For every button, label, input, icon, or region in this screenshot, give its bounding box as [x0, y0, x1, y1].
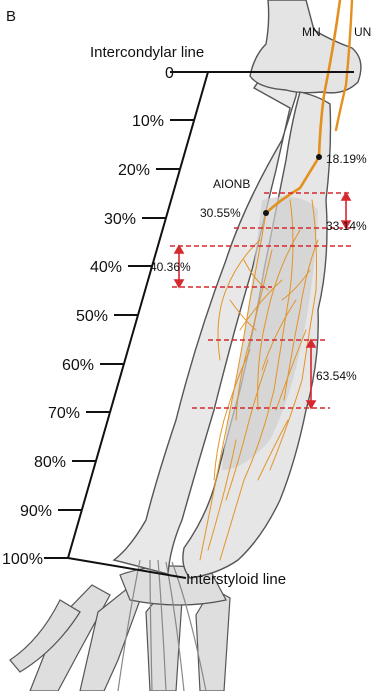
interstyloid-line-label: Interstyloid line — [186, 571, 286, 588]
tick-label-10: 10% — [132, 113, 164, 130]
tick-label-80: 80% — [34, 454, 66, 471]
panel-label: B — [6, 8, 16, 25]
tick-label-0: 0 — [165, 65, 174, 82]
branch-point-b — [263, 210, 269, 216]
span-c-label: 63.54% — [316, 369, 357, 383]
interosseous-membrane — [222, 196, 318, 470]
tick-label-90: 90% — [20, 503, 52, 520]
branch-point-a — [316, 154, 322, 160]
span-b-label: 40.36% — [150, 260, 191, 274]
span-a-label: 33.14% — [326, 219, 367, 233]
scale-labels: 0 10% 20% 30% 40% 50% 60% 70% 80% 90% 10… — [2, 65, 174, 568]
measurement-lines — [170, 192, 354, 409]
span-arrows — [173, 191, 352, 410]
tick-label-20: 20% — [118, 162, 150, 179]
wrist-tendons — [117, 559, 207, 691]
median-nerve — [264, 0, 342, 215]
nerve-branches — [199, 199, 319, 561]
tick-label-60: 60% — [62, 357, 94, 374]
ulnar-nerve — [334, 0, 354, 132]
un-label: UN — [354, 25, 371, 39]
branch-label: AIONB — [213, 177, 250, 191]
radius-bone — [112, 71, 298, 575]
interstyloid-line — [67, 557, 187, 579]
hand-bones — [9, 565, 231, 691]
point-a-label: 18.19% — [326, 152, 367, 166]
mn-label: MN — [302, 25, 321, 39]
intercondylar-line-label: Intercondylar line — [90, 44, 204, 61]
humerus-distal — [249, 0, 362, 94]
tick-label-40: 40% — [90, 259, 122, 276]
tick-label-70: 70% — [48, 405, 80, 422]
tick-label-50: 50% — [76, 308, 108, 325]
tick-label-30: 30% — [104, 211, 136, 228]
percentage-scale — [44, 71, 354, 579]
tick-label-100: 100% — [2, 551, 43, 568]
point-b-label: 30.55% — [200, 206, 241, 220]
nerve-trunks — [264, 0, 354, 215]
